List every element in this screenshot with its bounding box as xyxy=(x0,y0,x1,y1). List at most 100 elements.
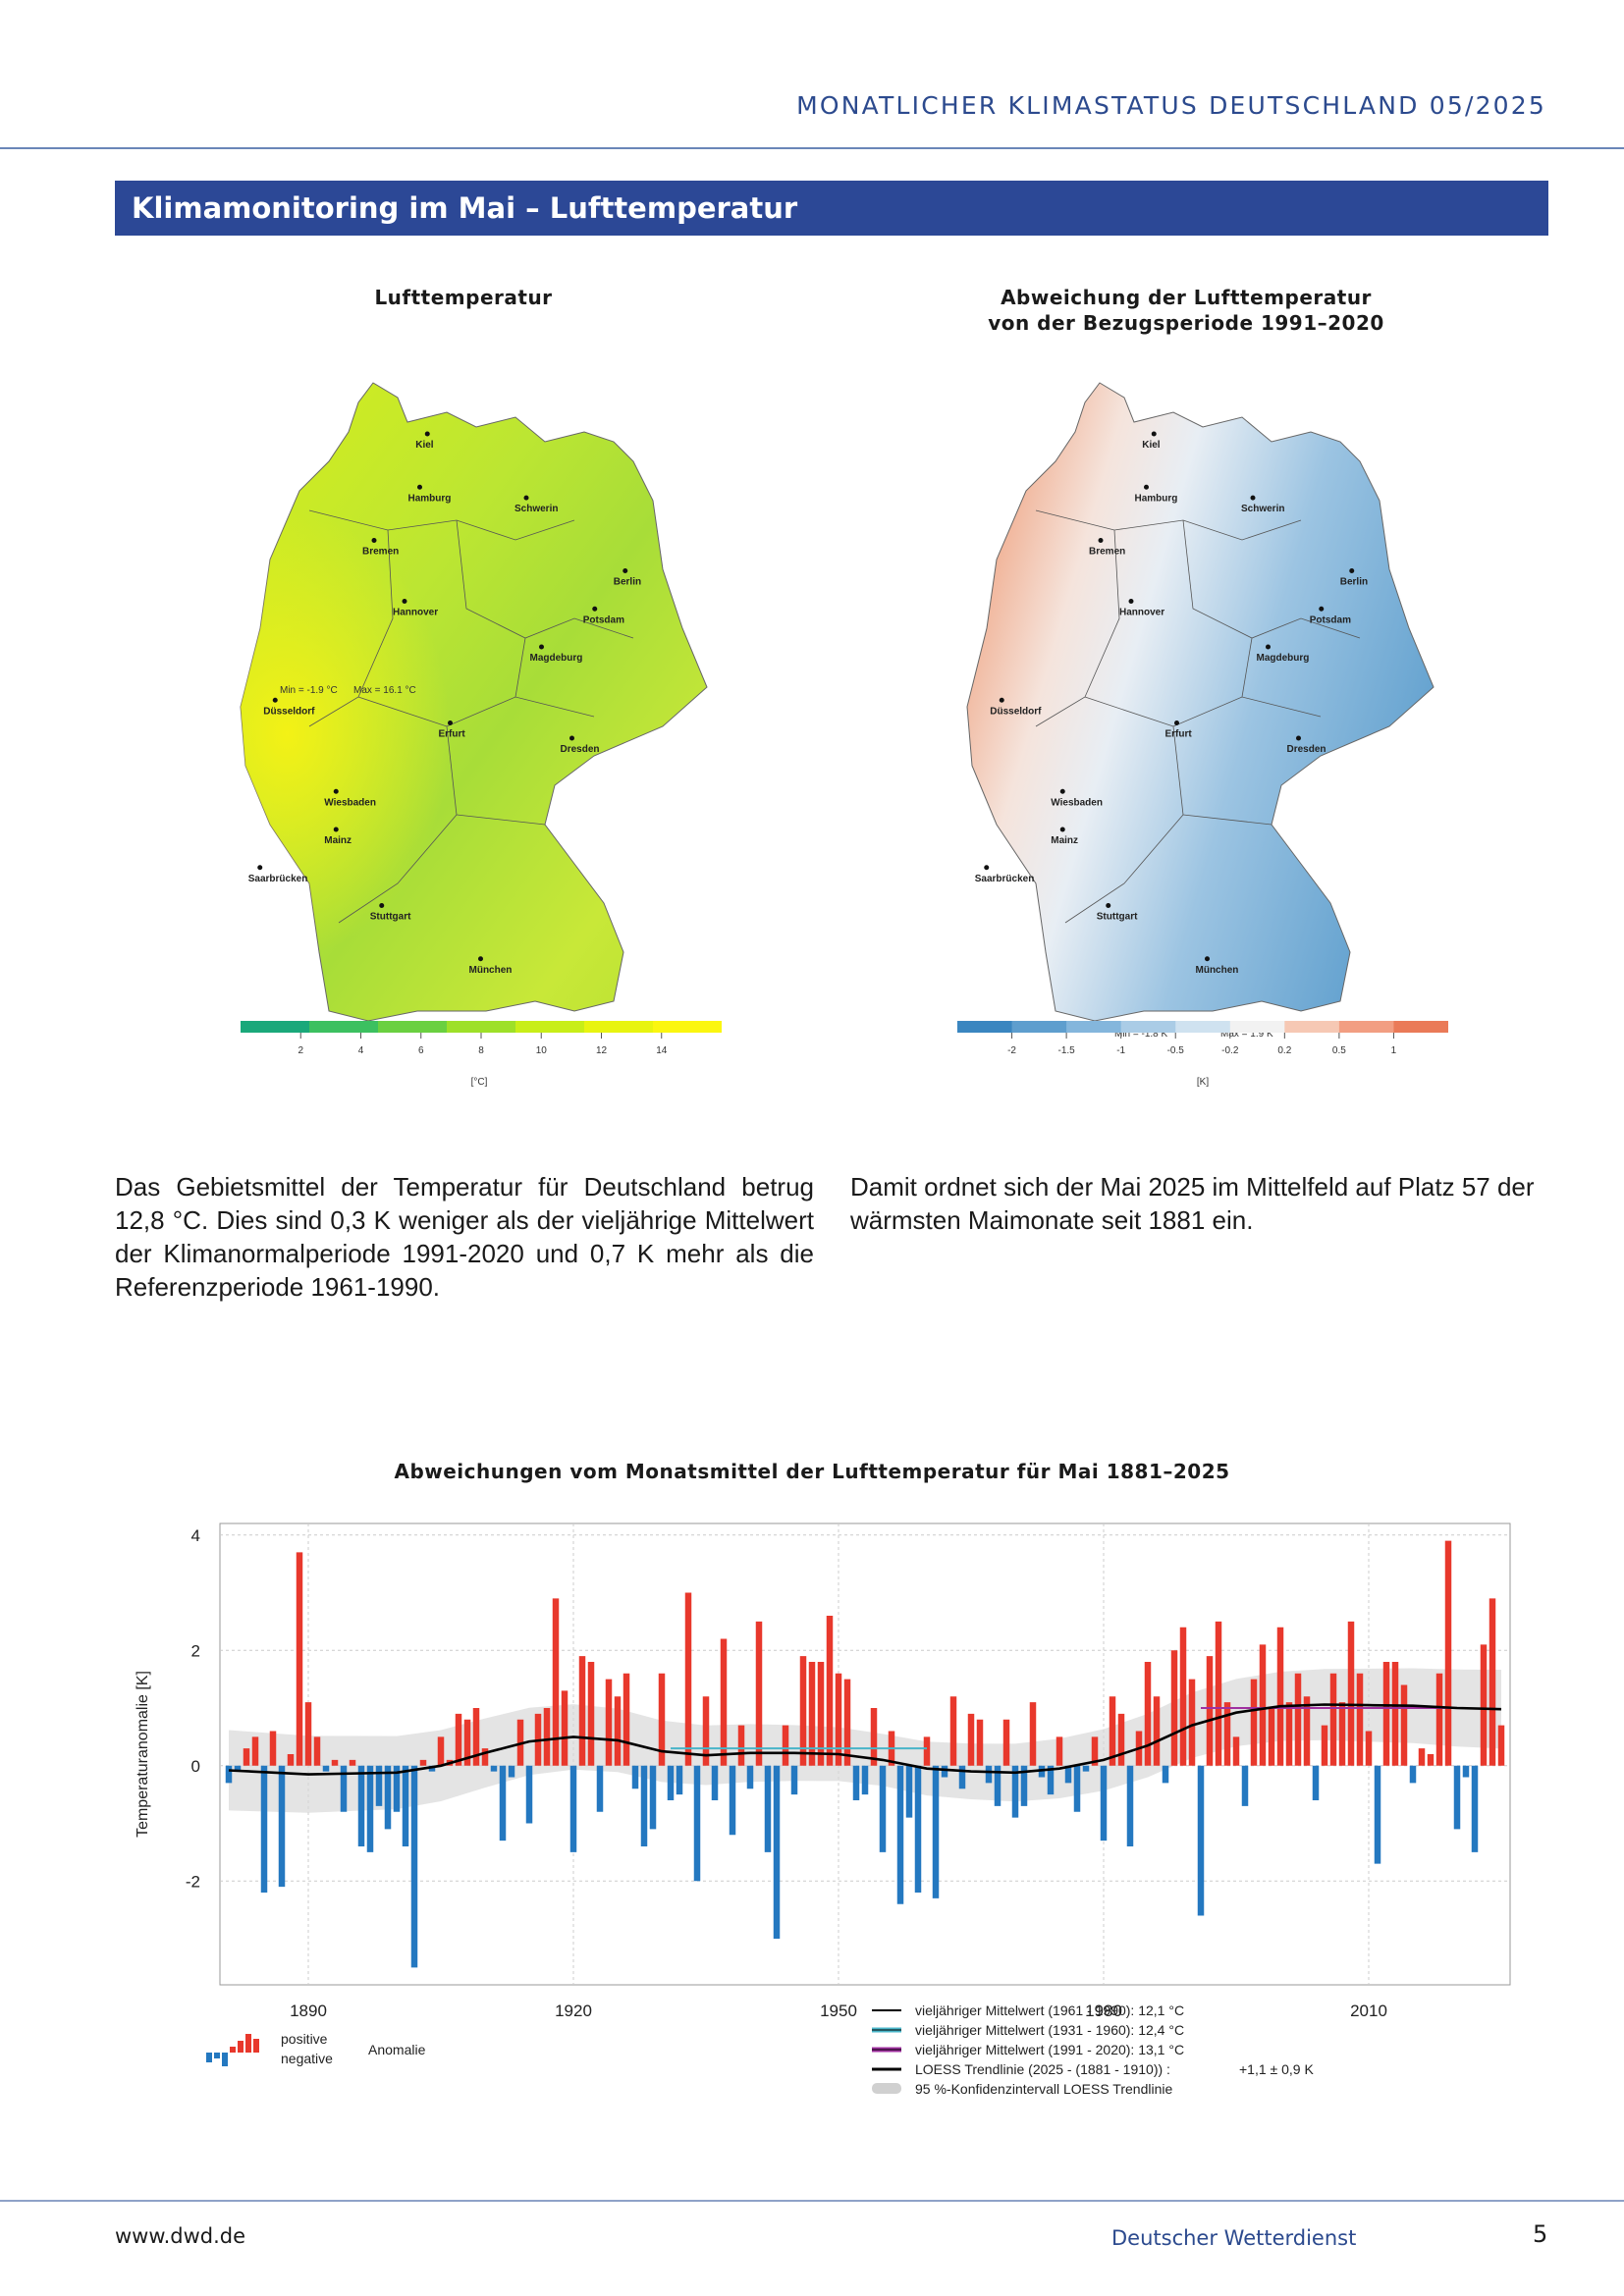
anomaly-bar xyxy=(1011,1765,1019,1818)
city-dot xyxy=(1059,827,1065,832)
temperature-colorbar: 2 4 6 8 10 12 14 [°C] xyxy=(241,1021,722,1088)
legend-entry-loess: LOESS Trendlinie (2025 - (1881 - 1910)) … xyxy=(915,2061,1170,2077)
anomaly-bar xyxy=(1489,1598,1496,1766)
plot-frame xyxy=(219,1522,1511,1986)
city-dot xyxy=(333,788,339,794)
anomaly-bar xyxy=(393,1765,401,1812)
colorbar-swatch xyxy=(309,1021,379,1033)
colorbar-unit-right: [K] xyxy=(1197,1077,1209,1088)
anomaly-bar xyxy=(1321,1725,1328,1766)
anomaly-bar xyxy=(640,1765,648,1846)
city-label: Bremen xyxy=(362,547,399,558)
anomaly-bar xyxy=(331,1759,339,1766)
anomaly-bar xyxy=(614,1696,622,1766)
city-dot xyxy=(448,721,453,725)
x-tick-label: 2010 xyxy=(1350,2002,1387,2020)
page-number: 5 xyxy=(1533,2220,1548,2248)
colorbar-swatch xyxy=(1066,1021,1122,1033)
anomaly-bar xyxy=(835,1673,842,1766)
colorbar-swatch xyxy=(584,1021,654,1033)
anomaly-bar xyxy=(923,1736,931,1766)
anomaly-bar xyxy=(1073,1765,1081,1812)
city-label: Hamburg xyxy=(408,493,452,504)
anomaly-bar xyxy=(1285,1702,1293,1766)
anomaly-bar xyxy=(499,1765,507,1842)
colorbar-tick-label: 4 xyxy=(358,1045,364,1056)
anomaly-bar xyxy=(508,1765,515,1778)
anomaly-bar xyxy=(1276,1627,1284,1766)
anomaly-bar xyxy=(879,1765,887,1852)
anomaly-bar xyxy=(340,1765,348,1812)
city-label: Dresden xyxy=(1287,744,1326,755)
anomaly-bar xyxy=(428,1765,436,1772)
anomaly-bar xyxy=(826,1616,834,1766)
anomaly-bar xyxy=(357,1765,365,1846)
anomaly-bar xyxy=(817,1662,825,1766)
city-label: Bremen xyxy=(1089,547,1125,558)
anomaly-bar xyxy=(720,1638,728,1766)
anomaly-legend: positive negative Anomalie xyxy=(206,2031,426,2066)
anomaly-bar xyxy=(1391,1662,1399,1766)
anomaly-bar xyxy=(1409,1765,1417,1784)
anomaly-bar xyxy=(402,1765,409,1846)
anomaly-bar xyxy=(896,1765,904,1904)
anomaly-bar xyxy=(649,1765,657,1830)
anomaly-bar xyxy=(1002,1719,1010,1766)
city-dot xyxy=(592,606,598,612)
anomaly-bar xyxy=(437,1736,445,1766)
city-dot xyxy=(1349,568,1355,573)
anomaly-bar xyxy=(1462,1765,1470,1778)
anomaly-bar xyxy=(1029,1702,1037,1766)
legend-positive: positive xyxy=(281,2031,328,2047)
anomaly-bar xyxy=(1268,1708,1275,1766)
anomaly-bar xyxy=(1117,1713,1125,1766)
germany-shape xyxy=(966,382,1435,1022)
city-dot xyxy=(333,827,339,832)
city-label: Erfurt xyxy=(1165,729,1193,740)
section-title: Klimamonitoring im Mai – Lufttemperatur xyxy=(132,191,798,225)
anomaly-bar xyxy=(1179,1627,1187,1766)
anomaly-bar xyxy=(1109,1696,1116,1766)
anomaly-bar xyxy=(737,1725,745,1766)
anomaly-colorbar: -2 -1.5 -1 -0.5 -0.2 0.2 0.5 1 [K] xyxy=(957,1021,1448,1088)
anomaly-bar xyxy=(269,1731,277,1766)
city-labels-left: Kiel Hamburg Schwerin Bremen Berlin Hannover P… xyxy=(248,431,641,976)
city-dot xyxy=(984,865,990,871)
anomaly-bar xyxy=(1400,1684,1408,1766)
anomaly-bar xyxy=(561,1690,568,1766)
y-axis-label: Temperaturanomalie [K] xyxy=(135,1671,151,1838)
anomaly-bar xyxy=(605,1679,613,1766)
city-label: Schwerin xyxy=(514,504,558,514)
city-dot xyxy=(1098,538,1104,543)
anomaly-bar xyxy=(1312,1765,1320,1800)
legend-entry-ci: 95 %-Konfidenzintervall LOESS Trendlinie xyxy=(915,2081,1172,2097)
anomaly-bar xyxy=(472,1708,480,1766)
anomaly-bar xyxy=(967,1713,975,1766)
state-borders xyxy=(308,509,634,924)
footer-website[interactable]: www.dwd.de xyxy=(115,2224,246,2248)
text-right: Damit ordnet sich der Mai 2025 im Mittel… xyxy=(850,1172,1535,1235)
anomaly-bar xyxy=(808,1662,816,1766)
anomaly-bar xyxy=(569,1765,577,1852)
anomaly-bar xyxy=(410,1765,418,1968)
anomaly-bar xyxy=(322,1765,330,1772)
city-label: München xyxy=(469,965,513,976)
city-label: Berlin xyxy=(614,577,641,588)
anomaly-bar xyxy=(1241,1765,1249,1806)
legend-trend-value: +1,1 ± 0,9 K xyxy=(1239,2061,1314,2077)
anomaly-bar xyxy=(1144,1662,1152,1766)
anomaly-bar xyxy=(905,1765,913,1818)
anomaly-bar xyxy=(994,1765,1001,1806)
colorbar-swatch xyxy=(378,1021,448,1033)
city-labels-right: Kiel Hamburg Schwerin Bremen Berlin Hannover P… xyxy=(975,431,1368,976)
legend-anomaly: Anomalie xyxy=(368,2042,426,2057)
city-label: Mainz xyxy=(1051,835,1078,846)
colorbar-tick-label: 0.5 xyxy=(1332,1045,1346,1056)
anomaly-bar xyxy=(525,1765,533,1824)
anomaly-bar xyxy=(455,1713,462,1766)
anomaly-bar xyxy=(941,1765,948,1778)
temperature-anomaly-map: Kiel Hamburg Schwerin Bremen Berlin Hannover P… xyxy=(966,382,1435,1040)
colorbar-tick-label: -1 xyxy=(1116,1045,1125,1056)
anomaly-bar xyxy=(1347,1621,1355,1766)
city-dot xyxy=(1174,721,1179,725)
